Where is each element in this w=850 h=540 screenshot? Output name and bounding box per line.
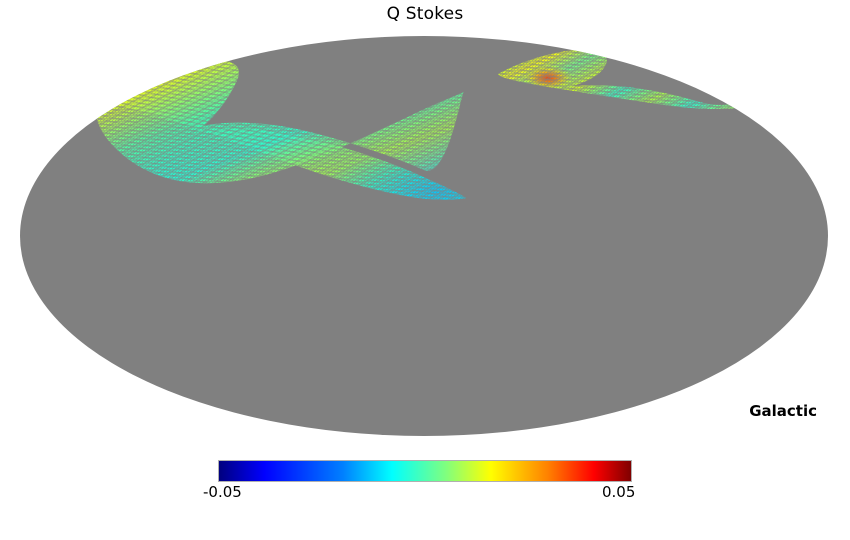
sky-map-projection xyxy=(20,36,828,436)
colorbar-max-tick-label: 0.05 xyxy=(602,483,636,501)
coordinate-frame-label: Galactic xyxy=(749,402,817,420)
colorbar-gradient[interactable] xyxy=(218,460,632,482)
mollweide-projection-svg xyxy=(20,36,828,436)
sphere-disc xyxy=(20,36,828,436)
page-title: Q Stokes xyxy=(386,4,464,24)
colorbar[interactable] xyxy=(218,460,632,482)
colorbar-min-tick-label: -0.05 xyxy=(203,483,242,501)
